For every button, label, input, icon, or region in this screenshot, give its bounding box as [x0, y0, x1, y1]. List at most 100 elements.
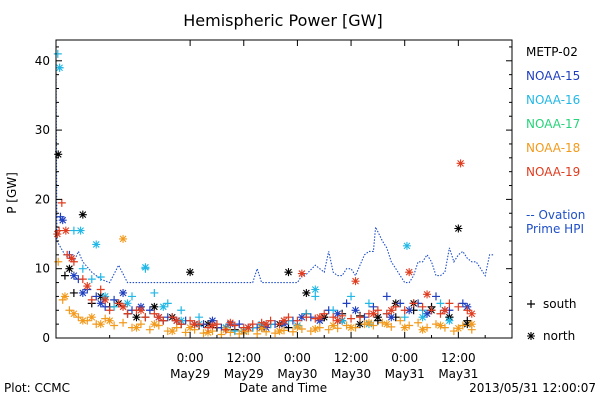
north-marker	[329, 321, 338, 330]
south-marker	[400, 313, 409, 322]
series-noaa-19-north	[53, 159, 476, 332]
y-axis-label: P [GW]	[5, 172, 19, 214]
south-marker	[78, 264, 87, 273]
south-marker	[463, 316, 472, 325]
north-marker	[284, 268, 293, 277]
south-marker	[347, 314, 356, 323]
north-marker	[186, 268, 195, 277]
south-marker	[221, 325, 230, 334]
ovation-hpi-line	[55, 60, 495, 284]
south-marker	[145, 325, 154, 334]
south-marker	[96, 285, 105, 294]
north-marker	[351, 277, 360, 286]
south-marker	[63, 250, 72, 259]
north-marker	[58, 216, 67, 225]
x-tick-label-time: 0:00	[284, 351, 311, 365]
south-marker	[369, 302, 378, 311]
north-marker	[262, 320, 271, 329]
y-tick-label: 20	[35, 192, 50, 206]
north-marker	[83, 282, 92, 291]
north-marker	[53, 230, 62, 239]
north-marker	[154, 313, 163, 322]
north-marker	[190, 320, 199, 329]
north-marker	[311, 324, 320, 333]
south-marker	[449, 327, 458, 336]
north-marker	[527, 332, 535, 340]
south-marker	[329, 313, 338, 322]
north-marker	[55, 63, 64, 72]
north-marker	[364, 318, 373, 327]
north-marker	[150, 302, 159, 311]
north-marker	[119, 234, 128, 243]
south-marker	[150, 309, 159, 318]
south-marker	[253, 329, 262, 338]
north-marker	[440, 306, 449, 315]
north-marker	[61, 226, 70, 235]
north-marker	[60, 292, 69, 301]
south-marker	[87, 295, 96, 304]
south-marker	[114, 299, 123, 308]
x-tick-label-time: 0:00	[177, 351, 204, 365]
north-marker	[436, 321, 445, 330]
south-marker	[311, 292, 320, 301]
north-marker	[423, 290, 432, 299]
legend-entry-metp-02: METP-02	[526, 45, 578, 59]
north-marker	[297, 269, 306, 278]
north-marker	[208, 316, 217, 325]
south-marker	[262, 327, 271, 336]
south-marker	[87, 275, 96, 284]
marker-legend-south: south	[543, 297, 577, 311]
south-marker	[400, 306, 409, 315]
north-marker	[456, 159, 465, 168]
south-marker	[369, 321, 378, 330]
north-marker	[119, 288, 128, 297]
north-marker	[69, 271, 78, 280]
north-marker	[297, 313, 306, 322]
south-marker	[60, 271, 69, 280]
x-tick-label-date: May31	[438, 367, 478, 381]
y-tick-label: 40	[35, 54, 50, 68]
south-marker	[458, 321, 467, 330]
south-marker	[96, 273, 105, 282]
legend-entry-noaa-16: NOAA-16	[526, 93, 580, 107]
south-marker	[284, 323, 293, 332]
south-marker	[181, 328, 190, 337]
south-marker	[458, 299, 467, 308]
north-marker	[141, 263, 150, 272]
south-marker	[57, 198, 66, 207]
marker-legend-north: north	[543, 329, 575, 343]
north-marker	[302, 288, 311, 297]
north-marker	[87, 313, 96, 322]
legend-entry-noaa-17: NOAA-17	[526, 117, 580, 131]
south-marker	[266, 316, 275, 325]
south-marker	[391, 302, 400, 311]
south-marker	[163, 299, 172, 308]
south-marker	[123, 309, 132, 318]
south-marker	[364, 299, 373, 308]
x-tick-label-date: May29	[224, 367, 264, 381]
series-noaa-18-north	[60, 234, 476, 337]
north-marker	[402, 241, 411, 250]
north-marker	[204, 328, 212, 337]
south-marker	[110, 321, 119, 330]
south-marker	[356, 313, 364, 322]
north-marker	[347, 323, 356, 332]
north-marker	[356, 320, 364, 329]
north-marker	[96, 320, 105, 329]
south-marker	[418, 302, 427, 311]
south-marker	[177, 306, 186, 315]
north-marker	[105, 316, 114, 325]
north-marker	[159, 302, 168, 311]
north-marker	[400, 323, 409, 332]
series-noaa-16-north	[55, 63, 454, 336]
south-marker	[436, 299, 445, 308]
south-marker	[226, 328, 235, 337]
north-marker	[96, 299, 105, 308]
south-marker	[105, 306, 114, 315]
legend-entry-noaa-19: NOAA-19	[526, 165, 580, 179]
y-tick-label: 30	[35, 123, 50, 137]
north-marker	[387, 313, 396, 322]
south-marker	[382, 309, 391, 318]
north-marker	[69, 309, 78, 318]
north-marker	[132, 323, 141, 332]
